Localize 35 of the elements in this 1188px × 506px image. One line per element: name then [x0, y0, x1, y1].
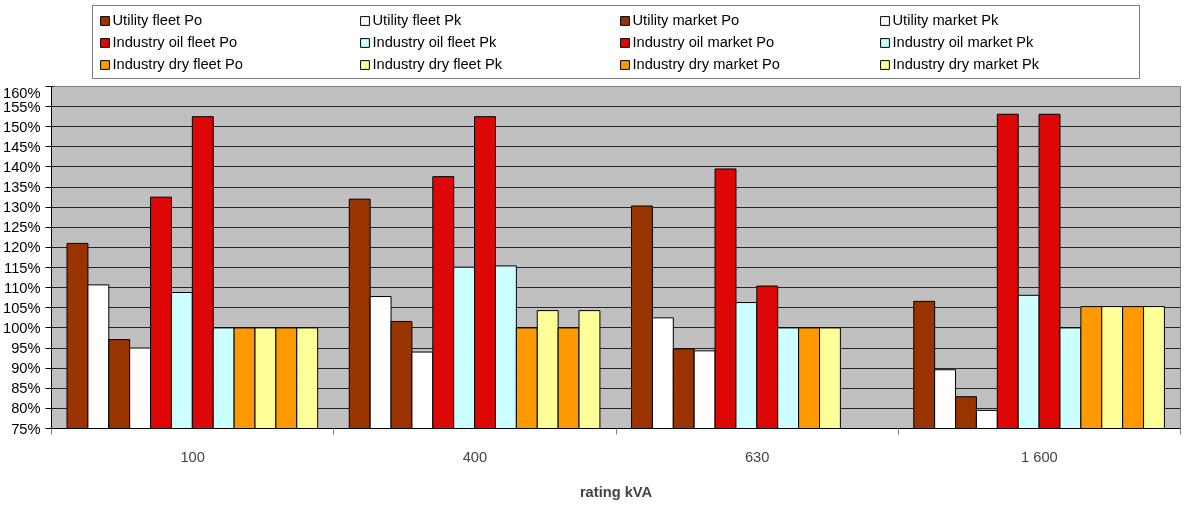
y-tick-label: 105% [3, 299, 41, 316]
legend-label: Industry oil fleet Po [112, 34, 239, 50]
y-tick-label: 95% [11, 340, 41, 357]
legend-label: Utility fleet Pk [372, 12, 463, 28]
y-tick-label: 150% [3, 118, 41, 135]
x-tick-label: 630 [744, 448, 770, 465]
y-tick-label: 120% [3, 239, 41, 256]
y-tick-label: 125% [3, 219, 41, 236]
y-tick-label: 160% [3, 84, 41, 101]
y-tick-label: 110% [4, 279, 41, 296]
legend-label: Industry dry fleet Po [112, 56, 244, 72]
y-tick-label: 75% [11, 420, 41, 437]
x-tick-label: 100 [180, 448, 205, 465]
legend-label: Industry oil fleet Pk [372, 34, 498, 50]
legend-label: Industry oil market Pk [892, 34, 1035, 50]
legend-label: Industry oil market Po [632, 34, 776, 50]
legend-label: Industry dry market Po [632, 56, 781, 72]
y-tick-label: 115% [4, 259, 41, 276]
y-tick-label: 90% [11, 360, 41, 377]
y-tick-label: 130% [3, 199, 41, 216]
y-tick-label: 155% [3, 98, 41, 115]
legend-label: Utility market Po [632, 12, 741, 28]
x-tick-label: 1 600 [1021, 448, 1058, 465]
x-tick-label: 400 [462, 448, 488, 465]
legend-label: Utility market Pk [892, 12, 1000, 28]
y-tick-label: 100% [3, 319, 41, 336]
y-tick-label: 145% [3, 138, 41, 155]
y-tick-label: 140% [3, 158, 41, 175]
legend-label: Industry dry market Pk [892, 56, 1041, 72]
y-tick-label: 80% [11, 400, 41, 417]
x-axis-title: rating kVA [579, 483, 653, 500]
legend-label: Industry dry fleet Pk [372, 56, 504, 72]
legend-label: Utility fleet Po [112, 12, 204, 28]
y-tick-label: 85% [11, 380, 41, 397]
y-tick-label: 135% [3, 179, 41, 196]
